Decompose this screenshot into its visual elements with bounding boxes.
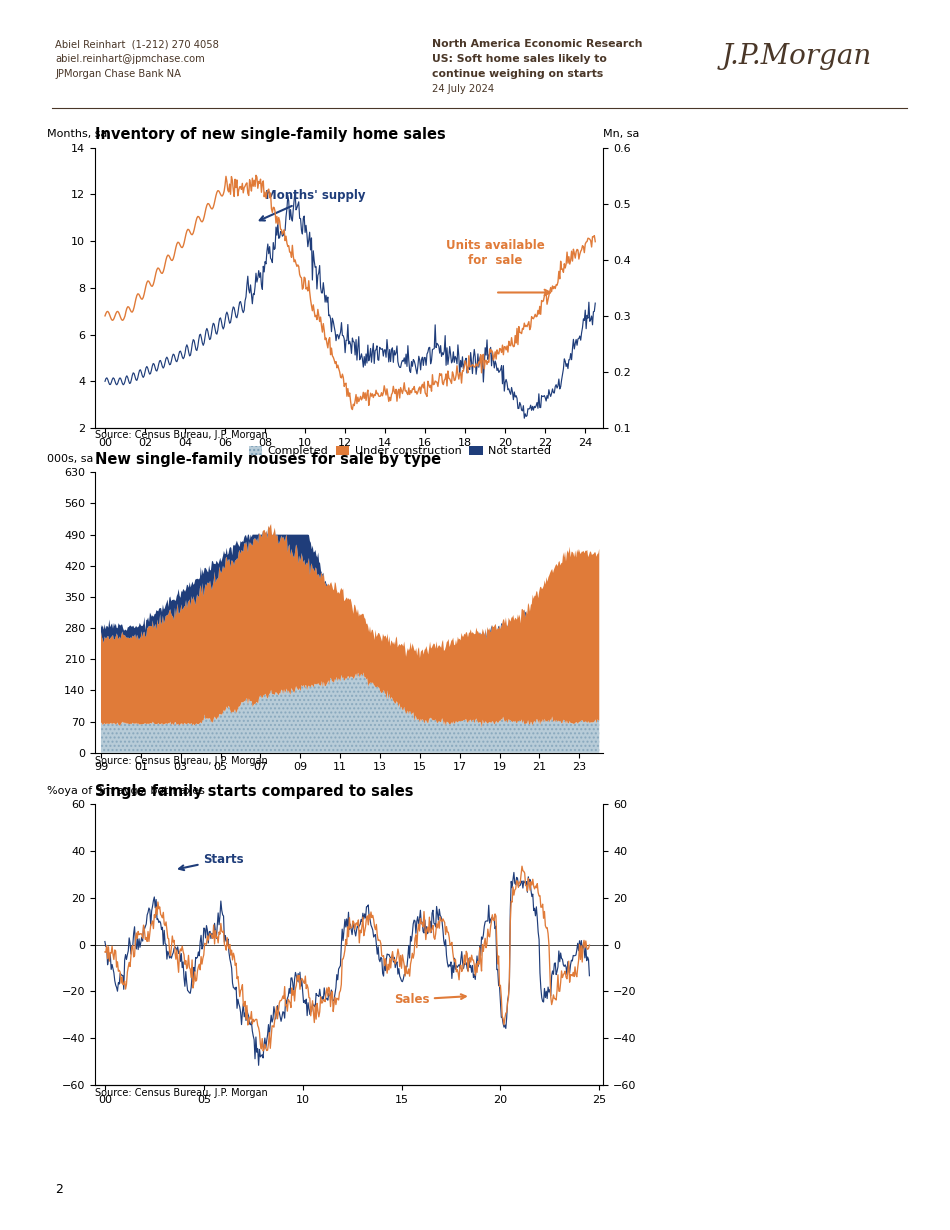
Text: New single-family houses for sale by type: New single-family houses for sale by typ… bbox=[95, 451, 441, 467]
Text: 2: 2 bbox=[55, 1183, 63, 1196]
Text: %oya of 3m avgs, both axes: %oya of 3m avgs, both axes bbox=[47, 786, 204, 796]
Text: J.P.Morgan: J.P.Morgan bbox=[722, 43, 872, 70]
Text: Abiel Reinhart  (1-212) 270 4058: Abiel Reinhart (1-212) 270 4058 bbox=[55, 39, 218, 49]
Text: Months, sa: Months, sa bbox=[47, 129, 107, 139]
Text: Source: Census Bureau, J.P. Morgan: Source: Census Bureau, J.P. Morgan bbox=[95, 1087, 268, 1098]
Text: 000s, sa: 000s, sa bbox=[47, 454, 93, 464]
Text: Inventory of new single-family home sales: Inventory of new single-family home sale… bbox=[95, 127, 446, 143]
Text: continue weighing on starts: continue weighing on starts bbox=[432, 69, 603, 79]
Text: Units available
for  sale: Units available for sale bbox=[446, 240, 544, 267]
Text: abiel.reinhart@jpmchase.com: abiel.reinhart@jpmchase.com bbox=[55, 54, 205, 64]
Text: US: Soft home sales likely to: US: Soft home sales likely to bbox=[432, 54, 607, 64]
Legend: Completed, Under construction, Not started: Completed, Under construction, Not start… bbox=[244, 442, 556, 461]
Text: 24 July 2024: 24 July 2024 bbox=[432, 84, 494, 93]
Text: Starts: Starts bbox=[180, 852, 244, 870]
Text: Source: Census Bureau, J.P. Morgan: Source: Census Bureau, J.P. Morgan bbox=[95, 429, 268, 440]
Text: Single family starts compared to sales: Single family starts compared to sales bbox=[95, 784, 413, 800]
Text: JPMorgan Chase Bank NA: JPMorgan Chase Bank NA bbox=[55, 69, 181, 79]
Text: Mn, sa: Mn, sa bbox=[603, 129, 639, 139]
Text: Source: Census Bureau, J.P. Morgan: Source: Census Bureau, J.P. Morgan bbox=[95, 755, 268, 766]
Text: Months' supply: Months' supply bbox=[259, 189, 366, 220]
Text: Sales: Sales bbox=[393, 993, 466, 1006]
Text: North America Economic Research: North America Economic Research bbox=[432, 39, 643, 49]
